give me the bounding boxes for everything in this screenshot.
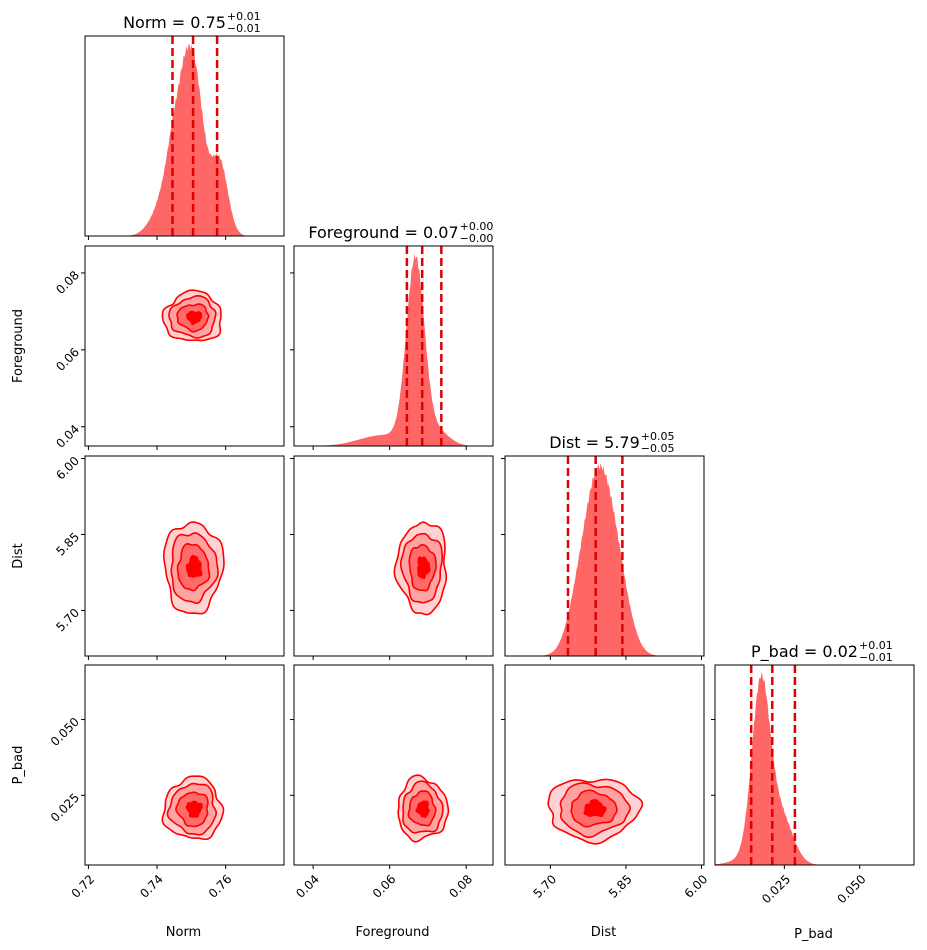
x-tick-label: 0.04: [293, 872, 322, 901]
y-axis-label-p_bad: P_bad: [11, 746, 26, 785]
panel-frame: [293, 664, 494, 866]
contour-core: [415, 800, 430, 818]
title-dist: Dist = 5.79: [549, 433, 640, 452]
panel-frame: [84, 245, 285, 447]
diag-panel-dist: Dist = 5.79 +0.05−0.05: [504, 430, 705, 657]
diag-panel-foreground: Foreground = 0.07 +0.00−0.00: [293, 220, 494, 447]
title-minus-error: −0.00: [460, 232, 494, 245]
contour-panel-foreground-dist: [293, 455, 494, 657]
panel-frame: [714, 664, 915, 866]
title-plus-error: +0.01: [227, 10, 261, 23]
y-tick-label: 0.04: [53, 422, 82, 451]
panel-frame: [293, 455, 494, 657]
contour-panel-dist-p_bad: [504, 664, 705, 866]
x-tick-label: 0.74: [137, 872, 166, 901]
x-tick-label: 5.85: [606, 872, 635, 901]
contour-core: [185, 310, 203, 326]
contour-core: [417, 556, 431, 580]
panel-frame: [504, 664, 705, 866]
x-tick-label: 5.70: [530, 872, 559, 901]
y-tick-label: 0.06: [53, 345, 82, 374]
y-axis-label-dist: Dist: [11, 543, 26, 569]
x-axis-label-foreground: Foreground: [355, 925, 429, 940]
histogram-norm: [85, 44, 284, 236]
panel-frame: [293, 245, 494, 447]
y-tick-label: 0.025: [48, 790, 82, 824]
contour-panel-norm-dist: [84, 455, 285, 657]
y-tick-label: 0.050: [48, 715, 82, 749]
x-tick-label: 0.06: [370, 872, 399, 901]
title-plus-error: +0.01: [859, 639, 893, 652]
diag-panel-norm: Norm = 0.75 +0.01−0.01: [84, 10, 285, 237]
panel-frame: [84, 664, 285, 866]
x-tick-label: 0.08: [446, 872, 475, 901]
panel-frame: [84, 35, 285, 237]
panel-frame: [504, 455, 705, 657]
x-axis-label-norm: Norm: [166, 925, 201, 940]
x-tick-label: 0.025: [759, 872, 793, 906]
title-plus-error: +0.05: [641, 430, 675, 443]
x-tick-label: 0.72: [69, 872, 98, 901]
y-tick-label: 5.85: [53, 530, 82, 559]
panel-frame: [84, 455, 285, 657]
title-minus-error: −0.05: [641, 442, 675, 455]
contour-core: [185, 554, 203, 578]
title-norm: Norm = 0.75: [123, 13, 226, 32]
title-minus-error: −0.01: [227, 22, 261, 35]
y-tick-label: 5.70: [53, 606, 82, 635]
x-axis-label-dist: Dist: [591, 925, 617, 940]
y-axis-label-foreground: Foreground: [11, 309, 26, 383]
title-plus-error: +0.00: [460, 220, 494, 233]
contour-panel-norm-foreground: [84, 245, 285, 447]
contour-panel-foreground-p_bad: [293, 664, 494, 866]
histogram-dist: [505, 463, 704, 656]
y-tick-label: 6.00: [53, 454, 82, 483]
histogram-p_bad: [715, 671, 914, 865]
y-tick-label: 0.08: [53, 268, 82, 297]
contour-core: [583, 799, 607, 817]
contour-core: [185, 800, 203, 818]
title-p_bad: P_bad = 0.02: [751, 642, 858, 662]
x-tick-label: 0.050: [834, 872, 868, 906]
histogram-foreground: [294, 253, 493, 446]
x-tick-label: 0.76: [206, 872, 235, 901]
x-axis-label-p_bad: P_bad: [794, 927, 833, 942]
contour-panel-norm-p_bad: [84, 664, 285, 866]
x-tick-label: 6.00: [682, 872, 711, 901]
diag-panel-p_bad: P_bad = 0.02 +0.01−0.01: [714, 639, 915, 866]
title-minus-error: −0.01: [859, 651, 893, 664]
title-foreground: Foreground = 0.07: [308, 223, 458, 242]
